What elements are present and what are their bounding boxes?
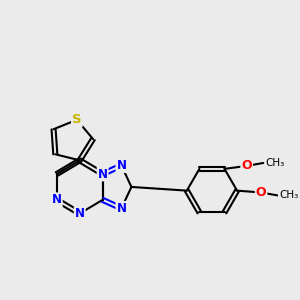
Text: N: N: [116, 159, 126, 172]
Text: N: N: [75, 207, 85, 220]
Text: N: N: [52, 194, 62, 206]
Text: N: N: [116, 202, 126, 215]
Text: O: O: [256, 186, 266, 199]
Text: O: O: [242, 159, 252, 172]
Text: CH₃: CH₃: [280, 190, 299, 200]
Text: N: N: [98, 167, 108, 181]
Text: S: S: [72, 113, 82, 126]
Text: CH₃: CH₃: [265, 158, 284, 168]
